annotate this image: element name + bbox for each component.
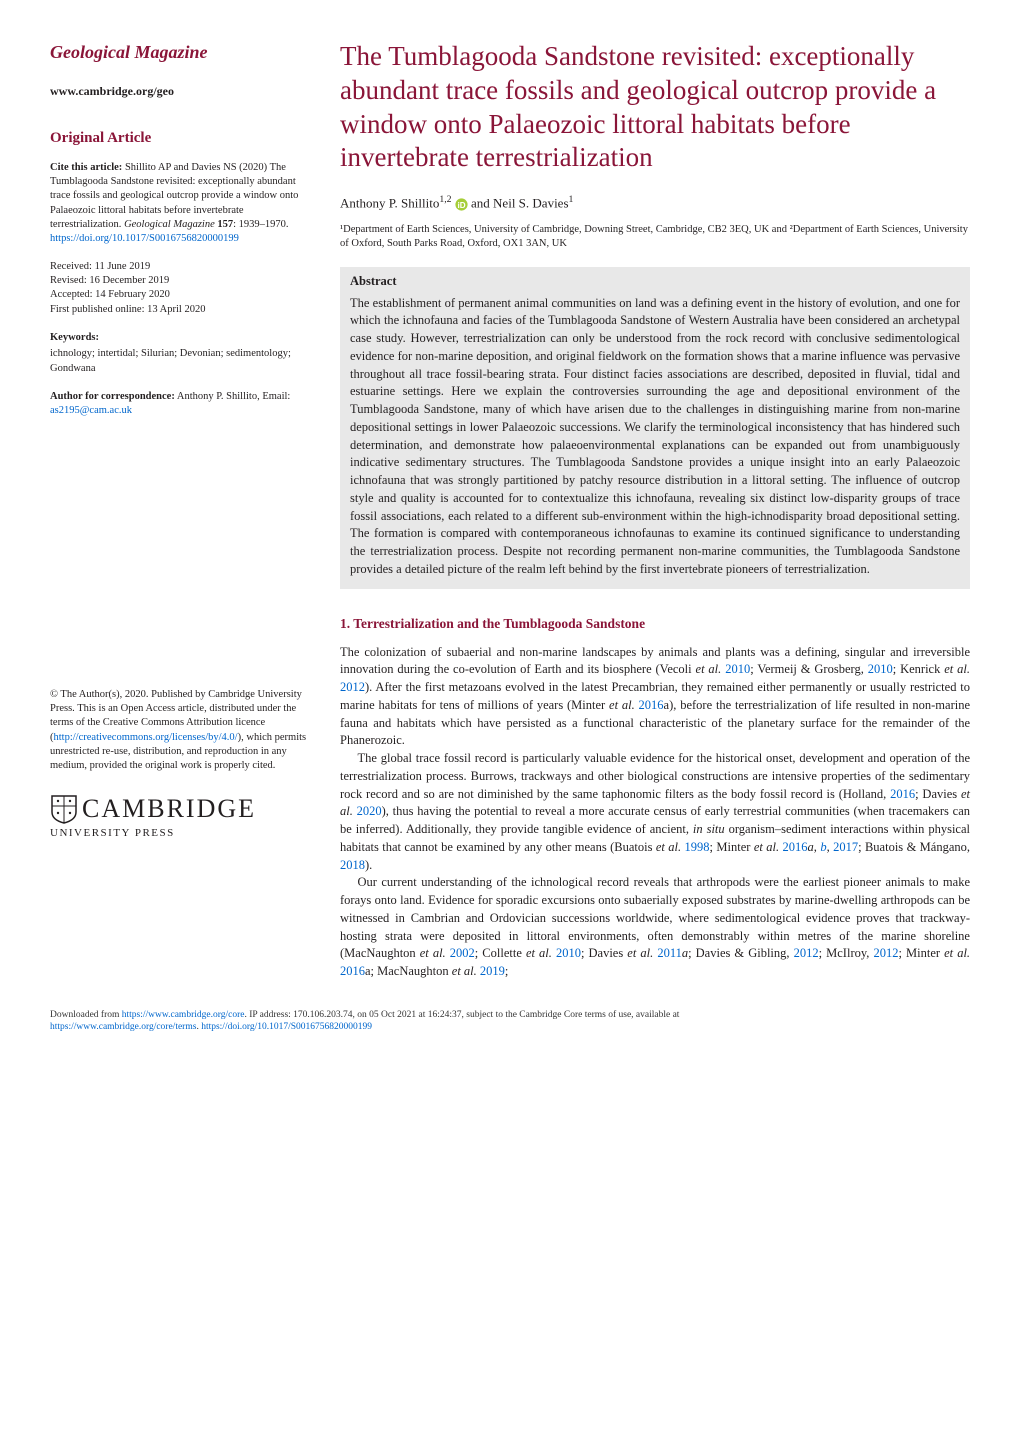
journal-url[interactable]: www.cambridge.org/geo: [50, 83, 310, 100]
cite-journal: Geological Magazine: [124, 219, 215, 230]
ref-link[interactable]: 2016: [890, 787, 915, 801]
author-1-affil: 1,2: [439, 194, 451, 205]
article-type-label: Original Article: [50, 128, 310, 149]
ref-link[interactable]: 2012: [794, 946, 819, 960]
ref-link[interactable]: 2010: [556, 946, 581, 960]
correspondence-email[interactable]: as2195@cam.ac.uk: [50, 405, 132, 416]
section-1-heading: 1. Terrestrialization and the Tumblagood…: [340, 615, 970, 634]
dates-block: Received: 11 June 2019 Revised: 16 Decem…: [50, 260, 310, 317]
ref-link[interactable]: 2010: [868, 662, 893, 676]
keywords-text: ichnology; intertidal; Silurian; Devonia…: [50, 347, 310, 375]
cc-license-link[interactable]: http://creativecommons.org/licenses/by/4…: [54, 732, 238, 743]
cite-doi-link[interactable]: https://doi.org/10.1017/S001675682000019…: [50, 233, 239, 244]
logo-text-bottom: UNIVERSITY PRESS: [50, 826, 310, 841]
ref-link[interactable]: 2016: [639, 698, 664, 712]
paragraph-2: The global trace fossil record is partic…: [340, 750, 970, 874]
ref-link[interactable]: 2017: [833, 840, 858, 854]
footer-core-link[interactable]: https://www.cambridge.org/core: [122, 1010, 245, 1020]
body-text: The colonization of subaerial and non-ma…: [340, 644, 970, 981]
date-first-published: First published online: 13 April 2020: [50, 303, 310, 317]
ref-link[interactable]: 1998: [685, 840, 710, 854]
footer-doi-link[interactable]: https://doi.org/10.1017/S001675682000019…: [201, 1022, 372, 1032]
cite-pages: : 1939–1970.: [233, 219, 288, 230]
abstract-heading: Abstract: [350, 273, 960, 291]
authors-line: Anthony P. Shillito1,2 iD and Neil S. Da…: [340, 193, 970, 213]
svg-text:iD: iD: [457, 201, 465, 210]
left-sidebar: Geological Magazine www.cambridge.org/ge…: [50, 40, 310, 981]
main-column: The Tumblagooda Sandstone revisited: exc…: [340, 40, 970, 981]
ref-link[interactable]: 2010: [725, 662, 750, 676]
footer-terms-link[interactable]: https://www.cambridge.org/core/terms: [50, 1022, 196, 1032]
cite-volume: 157: [215, 219, 233, 230]
shield-icon: [50, 794, 78, 824]
footer-text-1a: Downloaded from: [50, 1010, 122, 1020]
ref-link[interactable]: 2019: [480, 964, 505, 978]
ref-link[interactable]: 2012: [340, 680, 365, 694]
author-2-affil: 1: [569, 194, 574, 205]
journal-title: Geological Magazine: [50, 40, 310, 65]
abstract-text: The establishment of permanent animal co…: [350, 296, 960, 576]
orcid-icon[interactable]: iD: [455, 198, 468, 211]
keywords-heading: Keywords:: [50, 331, 310, 346]
ref-link[interactable]: 2002: [450, 946, 475, 960]
author-2: Neil S. Davies: [493, 195, 568, 210]
logo-text-top: CAMBRIDGE: [82, 791, 256, 827]
date-revised: Revised: 16 December 2019: [50, 274, 310, 288]
citation-block: Cite this article: Shillito AP and Davie…: [50, 161, 310, 246]
affiliations: ¹Department of Earth Sciences, Universit…: [340, 223, 970, 251]
ref-link[interactable]: 2020: [357, 804, 382, 818]
ref-link[interactable]: 2016: [783, 840, 808, 854]
correspondence-block: Author for correspondence: Anthony P. Sh…: [50, 390, 310, 418]
ref-link[interactable]: 2012: [874, 946, 899, 960]
author-and: and: [471, 195, 493, 210]
date-received: Received: 11 June 2019: [50, 260, 310, 274]
ref-link[interactable]: 2018: [340, 858, 365, 872]
correspondence-label: Author for correspondence:: [50, 391, 175, 402]
paragraph-3: Our current understanding of the ichnolo…: [340, 874, 970, 981]
author-1: Anthony P. Shillito: [340, 195, 439, 210]
license-block: © The Author(s), 2020. Published by Camb…: [50, 688, 310, 773]
article-title: The Tumblagooda Sandstone revisited: exc…: [340, 40, 970, 175]
abstract-box: Abstract The establishment of permanent …: [340, 267, 970, 589]
date-accepted: Accepted: 14 February 2020: [50, 288, 310, 302]
cite-label: Cite this article:: [50, 162, 122, 173]
paragraph-1: The colonization of subaerial and non-ma…: [340, 644, 970, 751]
cambridge-press-logo: CAMBRIDGE UNIVERSITY PRESS: [50, 791, 310, 841]
page-footer: Downloaded from https://www.cambridge.or…: [50, 1009, 970, 1034]
ref-link[interactable]: 2011: [657, 946, 682, 960]
correspondence-name: Anthony P. Shillito, Email:: [175, 391, 291, 402]
footer-text-1b: . IP address: 170.106.203.74, on 05 Oct …: [244, 1010, 679, 1020]
ref-link[interactable]: 2016: [340, 964, 365, 978]
